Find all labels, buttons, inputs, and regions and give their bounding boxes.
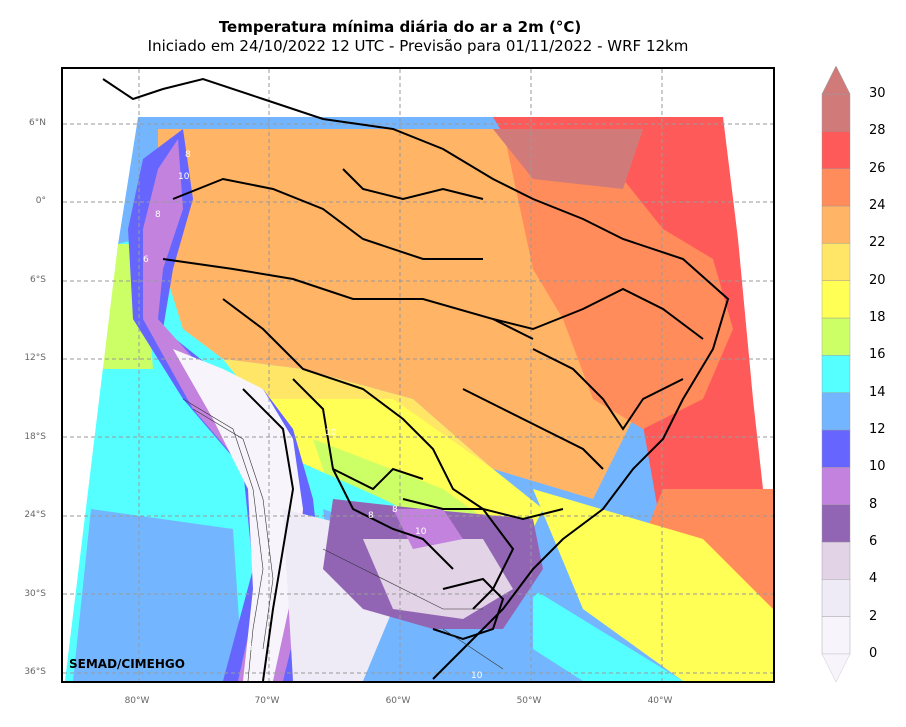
colorbar-segment [821,355,851,393]
outside-domain-north [63,69,773,681]
colorbar-segment [821,616,851,655]
contour-label: 10 [325,428,337,438]
lon-label: 70°W [254,696,280,706]
ocean-blue-pacific [73,509,243,681]
colorbar-tick-label: 26 [869,160,886,176]
colorbar-tick-label: 18 [869,310,886,325]
colorbar-tick-label: 0 [869,646,878,661]
lat-label: 36°S [24,667,46,677]
lat-label: 0° [35,196,46,206]
contour-label: 6 [143,255,149,265]
land-north-core-red [503,129,733,429]
map-frame: SEMAD/CIMEHGO [61,67,775,683]
contour-label: 10 [415,527,427,537]
colorbar-tick-label: 12 [869,422,886,437]
atlantic-yellow [533,489,773,681]
colorbar-segment [821,467,851,505]
lat-label: 12°S [24,353,46,363]
lat-label: 30°S [24,589,46,599]
elevation-contours [182,398,504,681]
colorbar-segment [821,131,851,169]
colorbar [821,65,851,683]
lon-label: 50°W [516,696,542,706]
colorbar-segment [821,205,851,244]
colorbar-tick-label: 30 [869,86,886,101]
lat-label: 6°N [29,118,46,128]
colorbar-segment [821,243,851,281]
contour-label: 10 [471,671,483,681]
colorbar-tick-label: 4 [869,571,878,587]
chart-title: Temperatura mínima diária do ar a 2m (°C… [218,18,582,36]
colorbar-segment [821,93,851,132]
colorbar-tick-label: 16 [869,347,886,363]
colorbar-tick-label: 14 [869,384,886,400]
colorbar-segment [821,579,851,617]
colorbar-segment [821,541,851,580]
colorbar-tick-label: 28 [869,123,886,139]
colorbar-segment [821,168,851,207]
colorbar-tick-label: 6 [869,534,878,549]
colorbar-segment [821,280,851,319]
contour-label: 8 [368,511,374,521]
colorbar-tick-label: 24 [869,198,886,213]
lon-label: 60°W [385,696,411,706]
lat-label: 24°S [24,510,46,520]
colorbar-tick-label: 22 [869,235,886,251]
colorbar-segments [821,93,851,655]
country-borders [102,77,730,681]
credit-label: SEMAD/CIMEHGO [69,657,185,671]
colorbar-segment [821,317,851,356]
lat-label: 6°S [30,275,46,285]
colorbar-top-arrow [821,65,851,95]
lon-label: 40°W [647,696,673,706]
south-violet-spots [393,509,463,549]
contour-label: 10 [178,172,190,182]
colorbar-bottom-arrow [821,653,851,683]
colorbar-tick-label: 2 [869,608,878,624]
colorbar-segment [821,429,851,468]
colorbar-tick-label: 10 [869,459,886,475]
lon-label: 80°W [124,696,150,706]
chart-subtitle: Iniciado em 24/10/2022 12 UTC - Previsão… [147,37,689,55]
colorbar-tick-label: 8 [869,496,878,512]
atlantic-cyan [533,589,683,681]
contour-label: 6 [247,643,253,653]
contour-label: 8 [392,505,398,515]
temperature-map [63,69,773,681]
contour-label: 8 [155,210,161,220]
lat-label: 18°S [24,432,46,442]
grid-lines [63,69,773,681]
colorbar-segment [821,392,851,431]
colorbar-segment [821,504,851,543]
contour-label: 8 [185,150,191,160]
colorbar-tick-label: 20 [869,272,886,288]
